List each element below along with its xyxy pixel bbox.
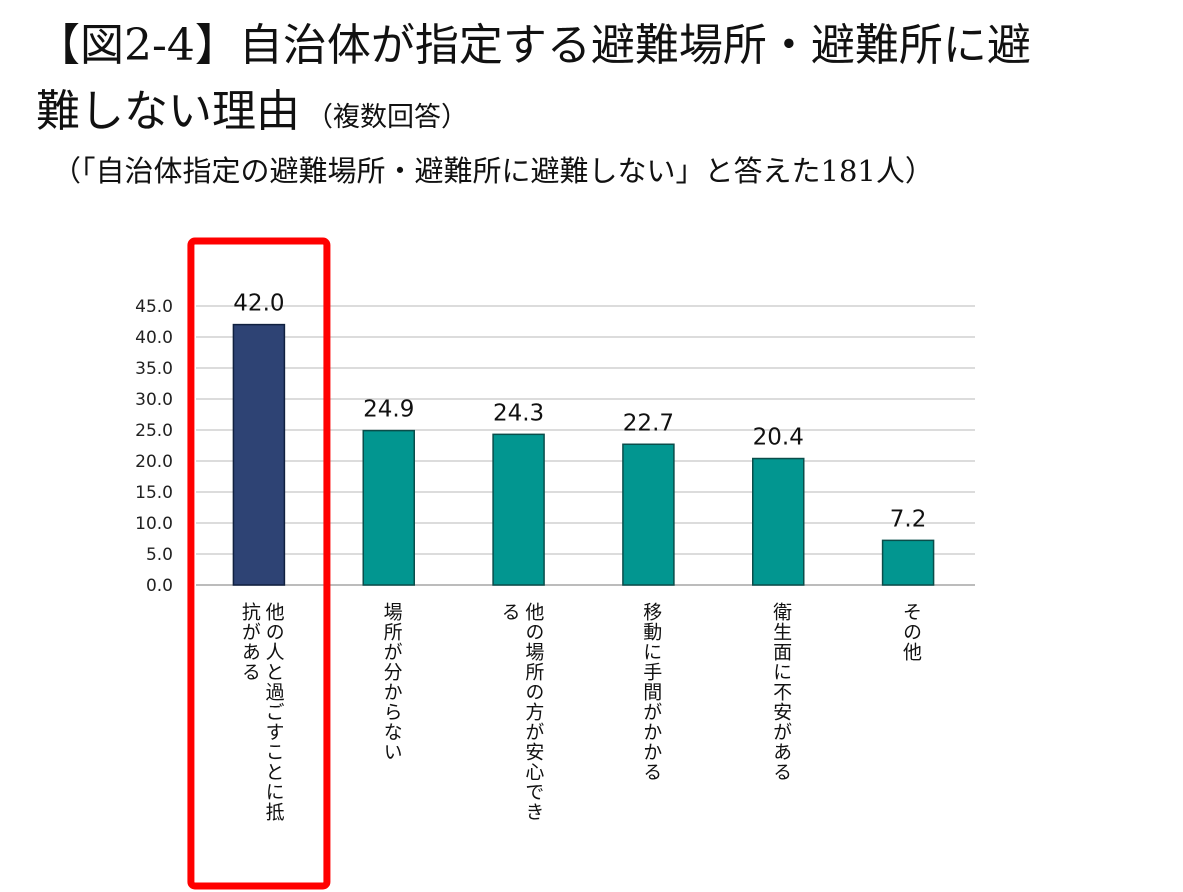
x-tick-label: その他	[899, 602, 922, 662]
bar	[232, 323, 286, 586]
chart-title-line2: 難しない理由 （複数回答）	[36, 90, 468, 134]
data-label: 20.4	[753, 425, 804, 451]
y-tick-label: 45.0	[135, 297, 173, 317]
chart-title-line1: 【図2-4】自治体が指定する避難場所・避難所に避	[36, 20, 1031, 71]
y-tick-label: 30.0	[135, 390, 173, 410]
data-label: 7.2	[890, 506, 927, 532]
x-tick-label: 他の人と過ごすことに抵抗がある	[238, 602, 285, 822]
data-label: 42.0	[233, 291, 284, 317]
data-label: 24.3	[493, 400, 544, 426]
x-tick-label: 他の場所の方が安心できる	[498, 602, 545, 822]
bar	[362, 429, 415, 586]
data-label: 24.9	[363, 397, 414, 423]
highlight-box	[187, 237, 331, 890]
bar	[622, 443, 675, 586]
y-tick-label: 40.0	[135, 328, 173, 348]
x-tick-label: 衛生面に不安がある	[770, 602, 793, 782]
y-tick-label: 0.0	[146, 576, 173, 596]
bar	[492, 433, 545, 586]
chart-title-line2-text: 難しない理由	[36, 86, 300, 137]
y-tick-label: 15.0	[135, 483, 173, 503]
y-tick-label: 10.0	[135, 514, 173, 534]
chart-title-note: （複数回答）	[306, 102, 468, 133]
y-tick-label: 5.0	[146, 545, 173, 565]
y-tick-label: 35.0	[135, 359, 173, 379]
x-tick-label: 場所が分からない	[380, 602, 403, 762]
chart-subtitle: （「自治体指定の避難場所・避難所に避難しない」と答えた181人）	[52, 154, 934, 188]
y-tick-label: 20.0	[135, 452, 173, 472]
data-label: 22.7	[623, 410, 674, 436]
bar	[881, 539, 935, 586]
bar	[752, 457, 805, 586]
y-tick-label: 25.0	[135, 421, 173, 441]
x-tick-label: 移動に手間がかかる	[640, 602, 663, 782]
